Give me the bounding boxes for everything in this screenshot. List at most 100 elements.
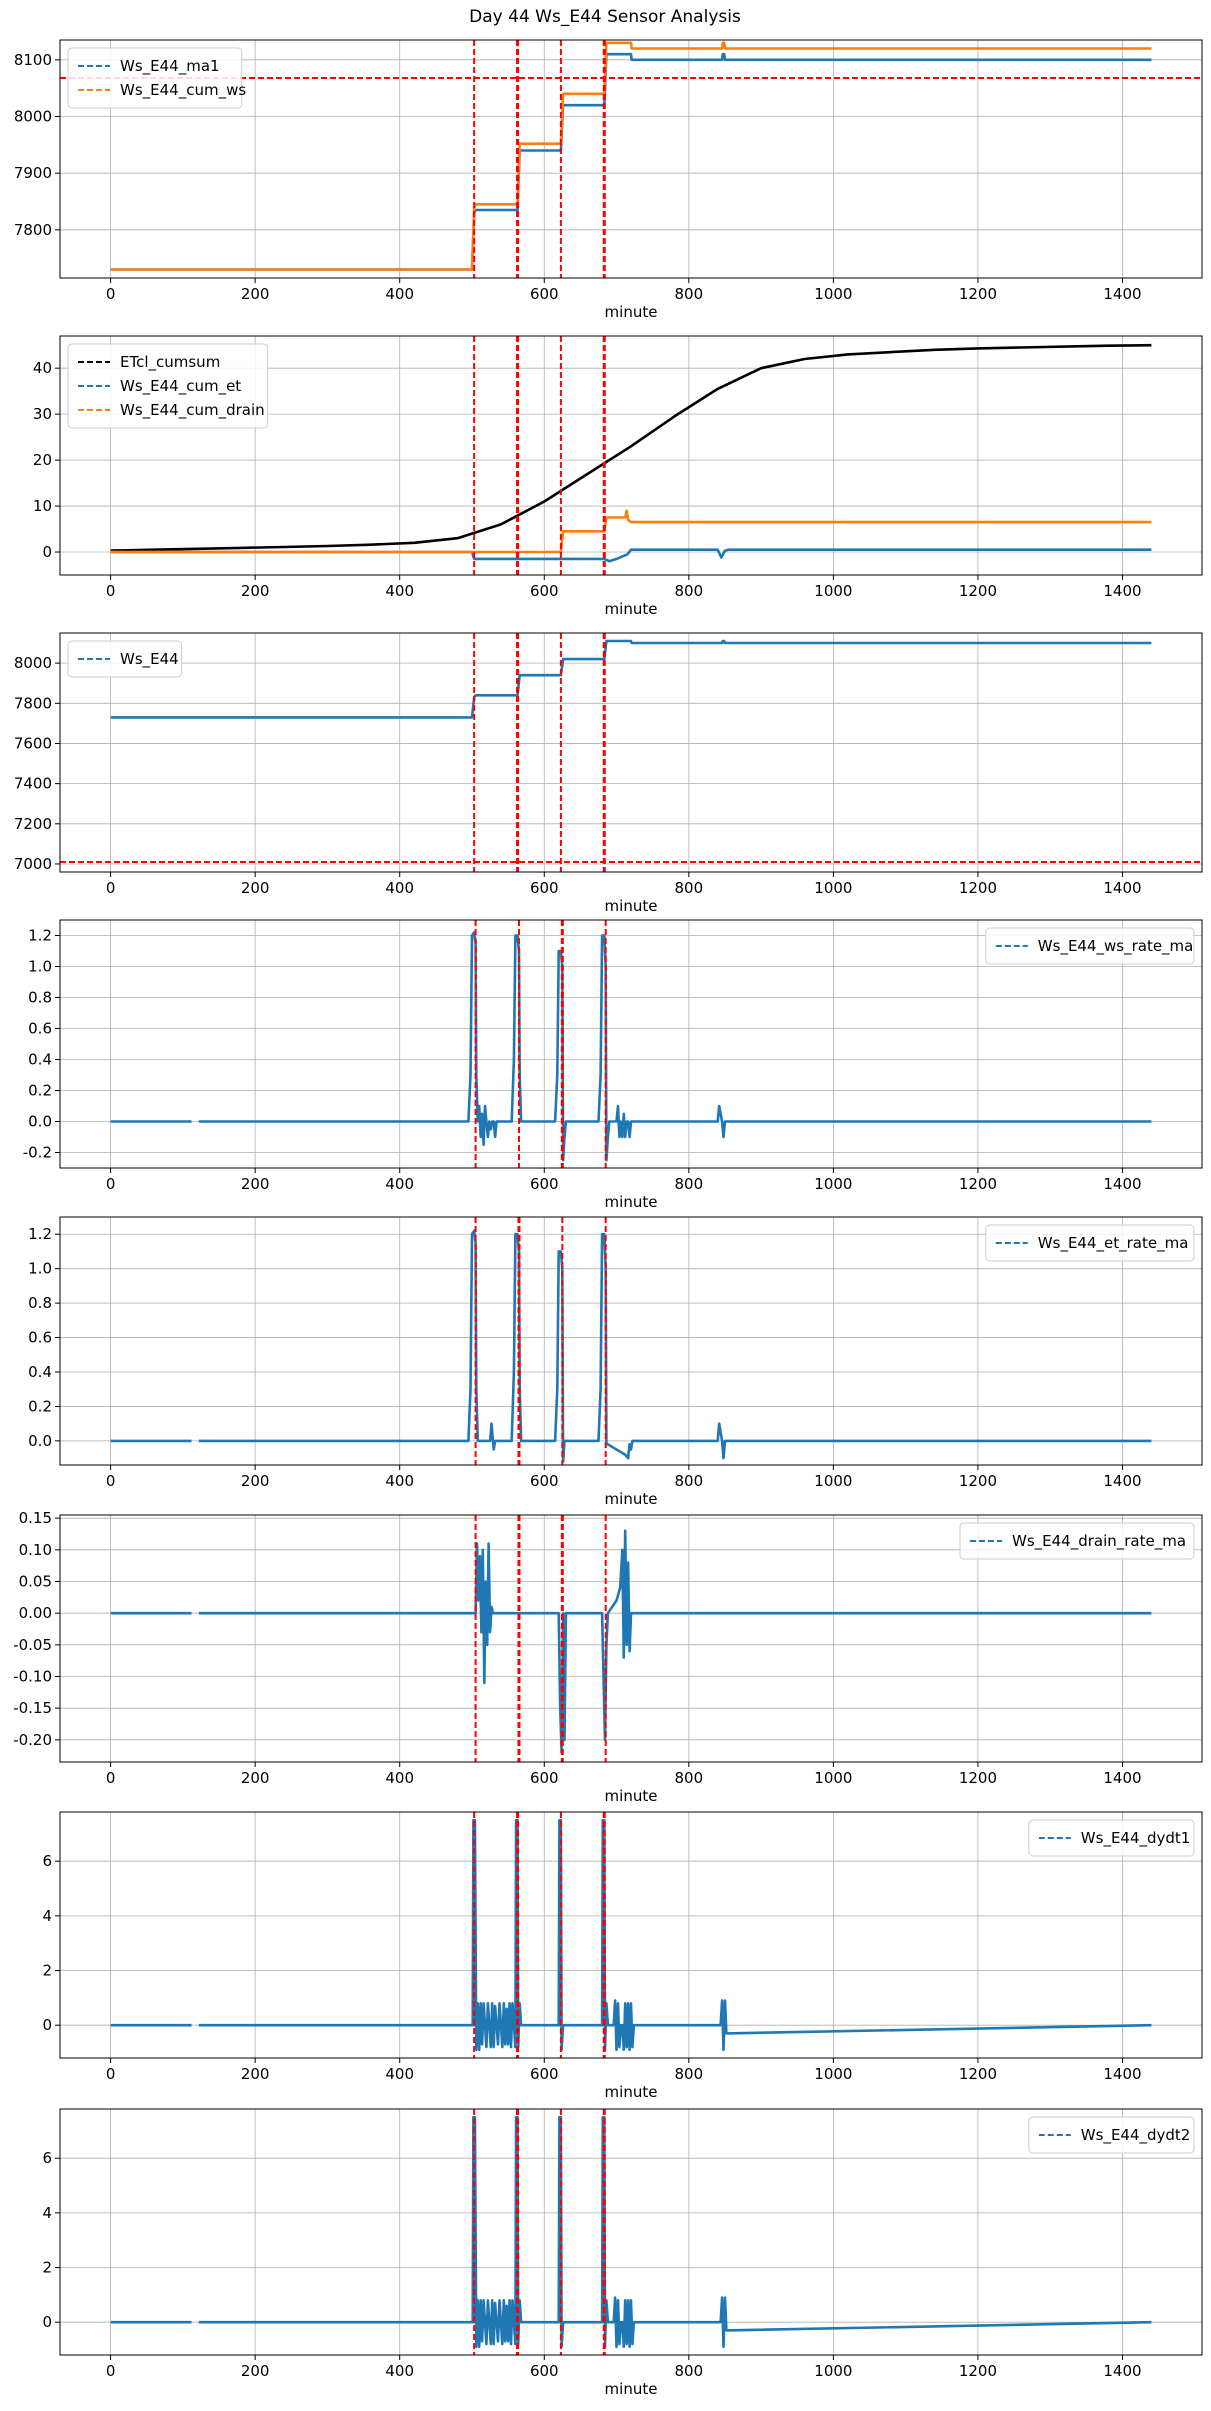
y-tick-label: 4 — [42, 1907, 52, 1925]
axes-frame — [59, 632, 1203, 873]
y-tick-label: 0.8 — [28, 1294, 52, 1312]
subplot-5: 0 200 400 600 800 1000 1200 1400 0.0 0.2 0.4 0.6 0.8… — [28, 1216, 1203, 1508]
x-tick-label: 1400 — [1103, 2065, 1141, 2083]
y-tick-label: 0.15 — [19, 1509, 52, 1527]
y-tick-label: 30 — [33, 405, 52, 423]
y-tick-label: 2 — [42, 2259, 52, 2277]
legend-box — [1028, 2116, 1195, 2154]
x-tick-label: 1400 — [1103, 1472, 1141, 1490]
series-line-Ws_E44_cum_et — [110, 548, 1152, 563]
x-axis-label: minute — [605, 2083, 658, 2101]
x-tick-label: 1200 — [959, 2362, 997, 2380]
axes-frame — [59, 335, 1203, 576]
y-tick-label: 1.0 — [28, 1260, 52, 1278]
subplot-2: 0 200 400 600 800 1000 1200 1400 0 10 20 30 40 minute… — [33, 335, 1203, 618]
y-tick-label: 7400 — [14, 775, 52, 793]
x-tick-label: 800 — [675, 1769, 704, 1787]
x-tick-label: 1200 — [959, 582, 997, 600]
y-tick-label: 7800 — [14, 694, 52, 712]
x-tick-label: 600 — [530, 582, 559, 600]
x-tick-label: 0 — [106, 1175, 116, 1193]
x-tick-label: 800 — [675, 2065, 704, 2083]
x-tick-label: 200 — [241, 2065, 270, 2083]
y-tick-label: -0.10 — [13, 1668, 52, 1686]
x-tick-label: 1000 — [814, 1769, 852, 1787]
x-tick-label: 1200 — [959, 1769, 997, 1787]
legend-label: Ws_E44_cum_drain — [120, 401, 265, 420]
subplot-4: 0 200 400 600 800 1000 1200 1400 -0.2 0.0 0.2 0.4 0.… — [23, 919, 1203, 1211]
series-line-Ws_E44_dydt2 — [198, 2115, 1152, 2349]
y-tick-label: -0.15 — [13, 1699, 52, 1717]
y-tick-label: 8000 — [14, 654, 52, 672]
y-tick-label: -0.2 — [23, 1144, 52, 1162]
x-tick-label: 0 — [106, 2065, 116, 2083]
x-tick-label: 600 — [530, 2065, 559, 2083]
plot-area — [110, 336, 1152, 575]
y-tick-label: 0.6 — [28, 1020, 52, 1038]
legend-label: Ws_E44_drain_rate_ma — [1012, 1532, 1186, 1551]
y-tick-label: 0.4 — [28, 1363, 52, 1381]
series-line-ETcl_cumsum — [110, 343, 1152, 552]
x-tick-label: 200 — [241, 2362, 270, 2380]
legend: Ws_E44_drain_rate_ma — [959, 1522, 1195, 1560]
axes-frame — [59, 39, 1203, 279]
legend-label: Ws_E44_cum_et — [120, 377, 241, 396]
x-axis-label: minute — [605, 600, 658, 618]
y-tick-label: 0.10 — [19, 1541, 52, 1559]
plot-area — [110, 2109, 1152, 2355]
series-line-Ws_E44_cum_ws — [110, 41, 1152, 271]
legend-box — [985, 1224, 1195, 1262]
x-axis-label: minute — [605, 1490, 658, 1508]
x-tick-label: 200 — [241, 1472, 270, 1490]
x-tick-label: 400 — [385, 1472, 414, 1490]
legend-label: Ws_E44_ma1 — [120, 57, 220, 76]
x-tick-label: 1400 — [1103, 1175, 1141, 1193]
x-tick-label: 1200 — [959, 2065, 997, 2083]
x-tick-label: 800 — [675, 582, 704, 600]
legend: Ws_E44_dydt1 — [1028, 1819, 1195, 1857]
x-tick-label: 1200 — [959, 1472, 997, 1490]
series-line-Ws_E44_dydt1 — [198, 1818, 1152, 2052]
legend-label: Ws_E44_dydt2 — [1081, 2126, 1191, 2145]
legend-box — [1028, 1819, 1195, 1857]
x-tick-label: 1400 — [1103, 2362, 1141, 2380]
series-line-Ws_E44_drain_rate_ma — [198, 1529, 1152, 1754]
y-tick-label: 6 — [42, 2149, 52, 2167]
x-tick-label: 0 — [106, 1769, 116, 1787]
y-tick-label: 4 — [42, 2204, 52, 2222]
y-tick-label: 40 — [33, 359, 52, 377]
y-tick-label: 0.4 — [28, 1051, 52, 1069]
legend-box — [67, 343, 269, 429]
subplot-3: 0 200 400 600 800 1000 1200 1400 7000 7200 7400 760… — [14, 632, 1203, 915]
subplot-1: 0 200 400 600 800 1000 1200 1400 7800 7900 8000 810… — [14, 39, 1203, 321]
figure-title: Day 44 Ws_E44 Sensor Analysis — [469, 7, 741, 27]
x-tick-label: 400 — [385, 285, 414, 303]
legend-label: Ws_E44_ws_rate_ma — [1038, 937, 1194, 956]
y-tick-label: 1.0 — [28, 958, 52, 976]
x-tick-label: 600 — [530, 1175, 559, 1193]
x-tick-label: 1200 — [959, 879, 997, 897]
x-axis-label: minute — [605, 2380, 658, 2398]
x-tick-label: 0 — [106, 1472, 116, 1490]
x-axis-label: minute — [605, 897, 658, 915]
x-tick-label: 1200 — [959, 285, 997, 303]
x-tick-label: 1000 — [814, 2065, 852, 2083]
x-tick-label: 1000 — [814, 879, 852, 897]
y-tick-label: 0 — [42, 2313, 52, 2331]
y-tick-label: 7000 — [14, 855, 52, 873]
y-tick-label: 7600 — [14, 734, 52, 752]
x-tick-label: 1000 — [814, 1472, 852, 1490]
x-tick-label: 1000 — [814, 285, 852, 303]
x-tick-label: 800 — [675, 285, 704, 303]
x-tick-label: 0 — [106, 879, 116, 897]
y-tick-label: 0.8 — [28, 989, 52, 1007]
axes-frame — [59, 1514, 1203, 1763]
x-tick-label: 200 — [241, 1175, 270, 1193]
legend-label: Ws_E44_et_rate_ma — [1038, 1234, 1189, 1253]
y-tick-label: 0.2 — [28, 1082, 52, 1100]
x-tick-label: 1400 — [1103, 582, 1141, 600]
plot-area — [60, 40, 1202, 278]
legend-box — [985, 927, 1195, 965]
plot-area — [110, 1812, 1152, 2058]
plot-area — [110, 920, 1152, 1168]
